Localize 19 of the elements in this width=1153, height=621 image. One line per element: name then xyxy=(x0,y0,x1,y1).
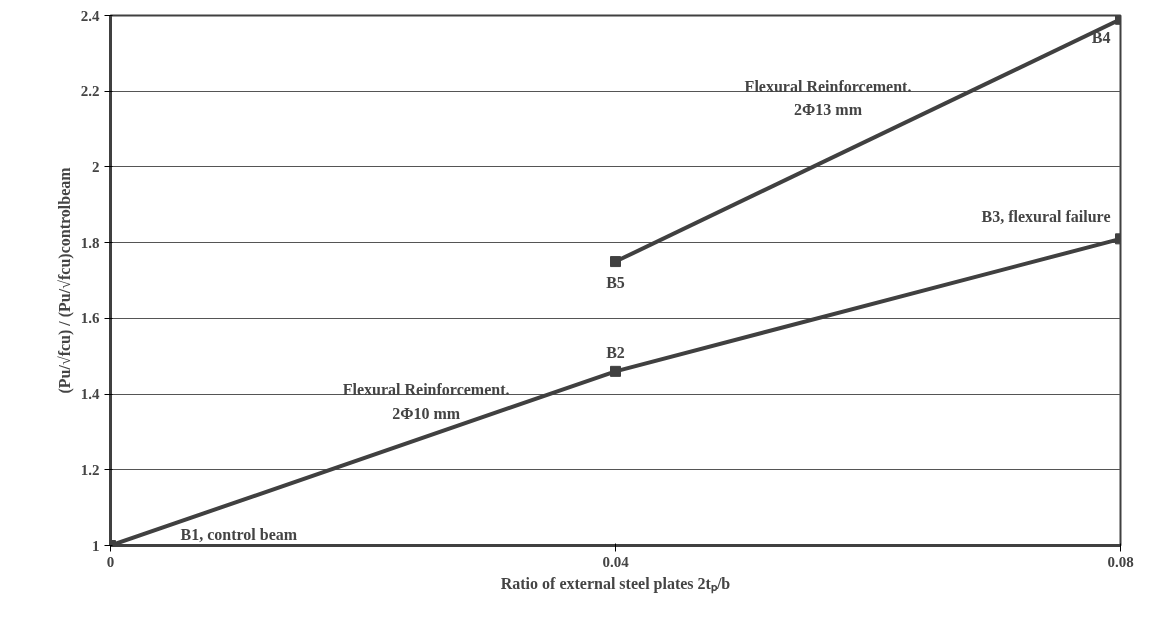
y-tick-label: 2 xyxy=(92,158,100,175)
y-tick-label: 1.8 xyxy=(80,234,100,251)
x-tick-label: 0.08 xyxy=(1107,553,1134,570)
y-tick-label: 2.2 xyxy=(80,83,100,100)
y-tick-label: 1.6 xyxy=(80,310,100,327)
y-axis-title: (Pu/√fcu) / (Pu/√fcu)controlbeam xyxy=(55,166,74,394)
annotation: Flexural Reinforcement. 2Φ13 mm xyxy=(744,77,912,119)
y-tick-label: 1.4 xyxy=(80,386,100,403)
x-axis-title: Ratio of external steel plates 2tₚ/b xyxy=(500,574,731,594)
x-tick-label: 0 xyxy=(106,553,115,570)
annotation: B1, control beam xyxy=(180,525,298,543)
y-tick-label: 1.2 xyxy=(80,461,100,478)
annotation: Flexural Reinforcement. 2Φ10 mm xyxy=(342,380,510,422)
annotation: B5 xyxy=(606,273,625,291)
y-tick-label: 1 xyxy=(92,537,100,554)
annotation: B3, flexural failure xyxy=(981,207,1111,225)
annotation: B2 xyxy=(606,344,625,362)
y-tick-label: 2.4 xyxy=(80,7,100,24)
x-tick-label: 0.04 xyxy=(602,553,630,570)
